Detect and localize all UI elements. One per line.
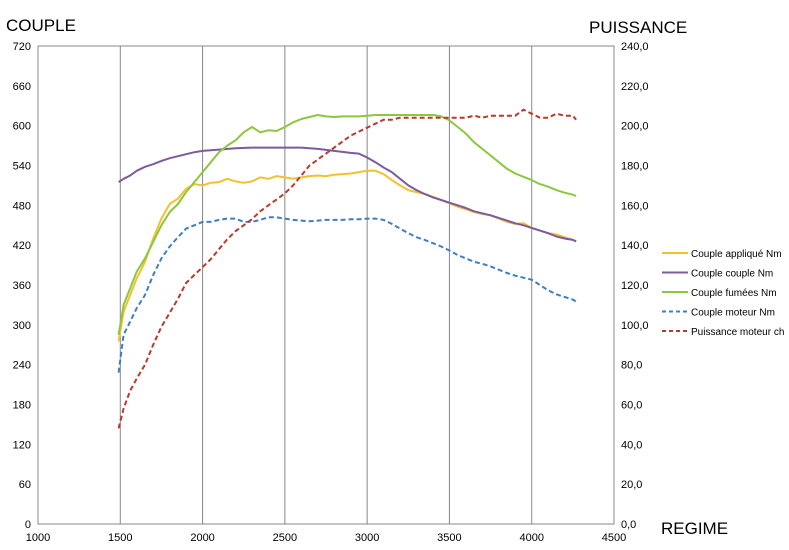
y-right-tick-label-140-0: 140,0 xyxy=(621,240,649,252)
y-right-tick-label-80-0: 80,0 xyxy=(621,360,642,372)
y-right-tick-label-180-0: 180,0 xyxy=(621,161,649,173)
series-line-3 xyxy=(117,114,577,335)
plot-area xyxy=(37,45,615,525)
x-tick-label-4000: 4000 xyxy=(519,532,543,544)
x-tick-label-1000: 1000 xyxy=(26,532,50,544)
legend-entry-5: Puissance moteur ch xyxy=(662,327,784,338)
x-tick-label-2000: 2000 xyxy=(190,532,214,544)
x-axis-title: REGIME xyxy=(661,519,728,538)
y-left-tick-label-720: 720 xyxy=(13,41,31,53)
series-line-2 xyxy=(118,146,577,243)
y-right-tick-label-200-0: 200,0 xyxy=(621,121,649,133)
legend: Couple appliqué Nm Couple couple Nm Couple… xyxy=(662,249,784,338)
x-tick-label-3000: 3000 xyxy=(355,532,379,544)
y-left-tick-label-540: 540 xyxy=(13,161,31,173)
y-left-tick-label-0: 0 xyxy=(25,519,31,531)
y-left-tick-label-480: 480 xyxy=(13,200,31,212)
y-left-tick-label-420: 420 xyxy=(13,240,31,252)
y-left-tick-label-300: 300 xyxy=(13,320,31,332)
legend-entry-2: Couple couple Nm xyxy=(662,269,773,280)
y-right-tick-label-160-0: 160,0 xyxy=(621,200,649,212)
y-right-tick-label-100-0: 100,0 xyxy=(621,320,649,332)
y-right-axis-title: PUISSANCE xyxy=(589,18,687,37)
y-right-tick-label-220-0: 220,0 xyxy=(621,81,649,93)
legend-label-1: Couple appliqué Nm xyxy=(691,249,782,260)
y-left-tick-label-180: 180 xyxy=(13,400,31,412)
y-left-tick-label-660: 660 xyxy=(13,81,31,93)
y-right-tick-label-0-0: 0,0 xyxy=(621,519,636,531)
y-right-tick-label-120-0: 120,0 xyxy=(621,280,649,292)
legend-entry-4: Couple moteur Nm xyxy=(662,308,775,319)
legend-label-2: Couple couple Nm xyxy=(691,269,773,280)
x-tick-label-4500: 4500 xyxy=(602,532,626,544)
legend-label-3: Couple fumées Nm xyxy=(691,288,777,299)
y-right-tick-label-20-0: 20,0 xyxy=(621,479,642,491)
legend-entry-3: Couple fumées Nm xyxy=(662,288,777,299)
vertical-gridlines xyxy=(119,46,533,524)
y-right-tick-label-60-0: 60,0 xyxy=(621,400,642,412)
y-left-tick-label-120: 120 xyxy=(13,439,31,451)
y-left-tick-label-360: 360 xyxy=(13,280,31,292)
legend-entry-1: Couple appliqué Nm xyxy=(662,249,782,260)
y-right-tick-label-240-0: 240,0 xyxy=(621,41,649,53)
legend-label-4: Couple moteur Nm xyxy=(691,308,775,319)
x-tick-label-2500: 2500 xyxy=(273,532,297,544)
legend-label-5: Puissance moteur ch xyxy=(691,327,784,338)
y-left-tick-label-600: 600 xyxy=(13,121,31,133)
y-left-tick-label-240: 240 xyxy=(13,360,31,372)
x-tick-label-1500: 1500 xyxy=(108,532,132,544)
y-left-tick-label-60: 60 xyxy=(19,479,31,491)
x-tick-label-3500: 3500 xyxy=(437,532,461,544)
series-line-5 xyxy=(117,108,577,429)
tick-labels: 1000 1500 2000 2500 3000 3500 4000 4500 0 60 120 18… xyxy=(13,41,649,544)
y-left-axis-title: COUPLE xyxy=(6,16,76,35)
series-lines xyxy=(117,108,577,429)
y-right-tick-label-40-0: 40,0 xyxy=(621,439,642,451)
